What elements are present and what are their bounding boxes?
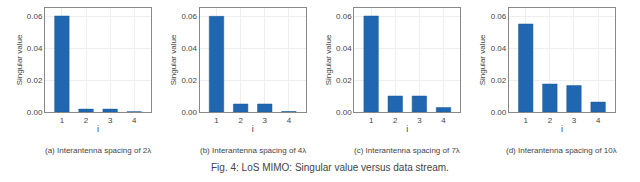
svg-text:Fig. 4: LoS MIMO: Singular val: Fig. 4: LoS MIMO: Singular value versus … <box>211 162 449 173</box>
svg-text:0.02: 0.02 <box>181 76 197 85</box>
svg-text:i: i <box>406 124 408 134</box>
svg-text:2: 2 <box>84 116 89 125</box>
svg-text:0.06: 0.06 <box>181 12 197 21</box>
svg-text:(d) Interantenna spacing of 10: (d) Interantenna spacing of 10λ <box>506 146 617 155</box>
svg-text:4: 4 <box>441 116 446 125</box>
svg-text:0.02: 0.02 <box>491 76 507 85</box>
svg-text:1: 1 <box>524 116 529 125</box>
svg-text:3: 3 <box>263 116 268 125</box>
svg-text:4: 4 <box>287 116 292 125</box>
svg-text:0.00: 0.00 <box>27 108 43 117</box>
svg-text:1: 1 <box>214 116 219 125</box>
svg-text:0.06: 0.06 <box>491 12 507 21</box>
svg-text:i: i <box>252 124 254 134</box>
svg-text:(c) Interantenna spacing of 7λ: (c) Interantenna spacing of 7λ <box>354 146 460 155</box>
svg-text:Singular value: Singular value <box>324 34 333 85</box>
svg-text:i: i <box>561 124 563 134</box>
svg-text:Singular value: Singular value <box>15 34 24 85</box>
svg-text:Singular value: Singular value <box>478 34 487 85</box>
svg-text:0.04: 0.04 <box>27 44 43 53</box>
svg-text:0.00: 0.00 <box>491 108 507 117</box>
svg-text:0.02: 0.02 <box>27 76 43 85</box>
svg-text:1: 1 <box>369 116 374 125</box>
svg-text:0.02: 0.02 <box>336 76 352 85</box>
svg-text:2: 2 <box>238 116 243 125</box>
svg-text:0.06: 0.06 <box>27 12 43 21</box>
svg-text:(a) Interantenna spacing of 2λ: (a) Interantenna spacing of 2λ <box>45 146 151 155</box>
svg-text:i: i <box>97 124 99 134</box>
svg-text:(b) Interantenna spacing of 4λ: (b) Interantenna spacing of 4λ <box>200 146 306 155</box>
svg-text:2: 2 <box>393 116 398 125</box>
svg-text:0.00: 0.00 <box>181 108 197 117</box>
svg-text:2: 2 <box>548 116 553 125</box>
svg-text:4: 4 <box>132 116 137 125</box>
svg-text:0.04: 0.04 <box>336 44 352 53</box>
svg-text:3: 3 <box>417 116 422 125</box>
svg-text:1: 1 <box>60 116 65 125</box>
svg-text:0.00: 0.00 <box>336 108 352 117</box>
svg-text:3: 3 <box>572 116 577 125</box>
svg-text:0.04: 0.04 <box>181 44 197 53</box>
svg-text:3: 3 <box>108 116 113 125</box>
svg-text:4: 4 <box>596 116 601 125</box>
svg-text:0.04: 0.04 <box>491 44 507 53</box>
svg-text:Singular value: Singular value <box>169 34 178 85</box>
svg-text:0.06: 0.06 <box>336 12 352 21</box>
